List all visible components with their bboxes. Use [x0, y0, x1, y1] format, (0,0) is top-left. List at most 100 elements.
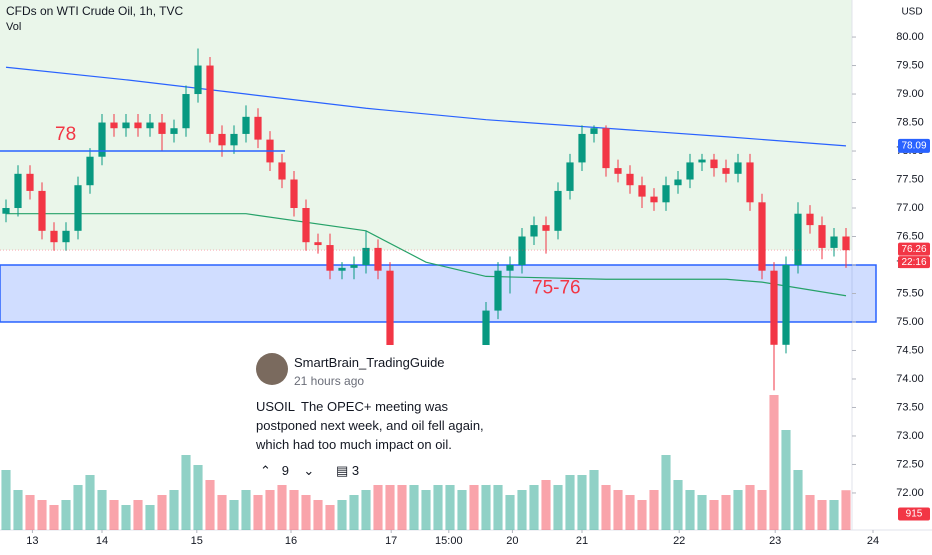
- price-badge-bg: [898, 242, 930, 256]
- candle-body: [722, 168, 730, 174]
- volume-bar: [133, 500, 143, 530]
- candle-body: [278, 162, 286, 180]
- volume-bar: [445, 480, 455, 530]
- volume-bar: [121, 505, 131, 530]
- candle-body: [530, 225, 538, 237]
- volume-bar: [277, 485, 287, 530]
- comment-card[interactable]: SmartBrain_TradingGuide 21 hours ago USO…: [250, 345, 495, 485]
- volume-bar: [505, 495, 515, 530]
- volume-bar: [253, 495, 263, 530]
- volume-bar: [181, 455, 191, 530]
- volume-bar: [841, 490, 851, 530]
- x-tick-label: 21: [576, 535, 588, 547]
- candle-body: [506, 265, 514, 271]
- volume-bar: [577, 475, 587, 530]
- y-tick-label: 72.50: [896, 458, 924, 470]
- volume-bar: [685, 490, 695, 530]
- candle-body: [14, 173, 22, 209]
- countdown-badge-bg: [898, 256, 930, 269]
- candle-body: [158, 122, 166, 134]
- candle-body: [218, 133, 226, 146]
- candle-body: [794, 213, 802, 265]
- candle-body: [230, 133, 238, 146]
- candle-body: [662, 185, 670, 203]
- candle-body: [698, 159, 706, 163]
- volume-bar: [493, 485, 503, 530]
- y-tick-label: 75.50: [896, 287, 924, 299]
- volume-bar: [793, 470, 803, 530]
- zone: [0, 264, 877, 323]
- candle-body: [98, 122, 106, 157]
- candle-body: [338, 267, 346, 271]
- volume-bar: [649, 490, 659, 530]
- volume-bar: [757, 490, 767, 530]
- volume-bar: [637, 500, 647, 530]
- volume-bar: [205, 480, 215, 530]
- candle-body: [710, 159, 718, 169]
- zone-label: 75-76: [532, 278, 581, 299]
- ma-badge-bg: [898, 138, 930, 153]
- candle-body: [170, 128, 178, 134]
- volume-bar: [85, 475, 95, 530]
- candle-body: [314, 242, 322, 246]
- candle-body: [386, 270, 394, 402]
- volume-badge: 915: [906, 509, 923, 520]
- x-tick-label: 15: [191, 535, 203, 547]
- candle-body: [842, 236, 850, 251]
- candle-body: [146, 122, 154, 129]
- volume-bar: [433, 485, 443, 530]
- y-tick-label: 74.50: [896, 344, 924, 356]
- candle-body: [182, 94, 190, 129]
- candle-body: [110, 122, 118, 129]
- avatar: [256, 353, 288, 385]
- volume-bar: [229, 500, 239, 530]
- volume-bar: [697, 495, 707, 530]
- candle-body: [746, 162, 754, 203]
- y-tick-label: 74.00: [896, 373, 924, 385]
- author[interactable]: SmartBrain_TradingGuide: [294, 355, 445, 370]
- candle-body: [194, 65, 202, 95]
- x-tick-label: 15:00: [435, 535, 463, 547]
- volume-bar: [745, 485, 755, 530]
- candle-body: [62, 230, 70, 243]
- volume-bar: [541, 480, 551, 530]
- volume-bar: [61, 500, 71, 530]
- candle-body: [806, 213, 814, 226]
- position-shade: [0, 0, 852, 250]
- volume-bar: [457, 490, 467, 530]
- x-tick-label: 16: [285, 535, 297, 547]
- volume-bar: [73, 485, 83, 530]
- volume-bar: [529, 485, 539, 530]
- candle-body: [542, 225, 550, 231]
- volume-bar: [325, 505, 335, 530]
- candle-body: [2, 208, 10, 214]
- currency[interactable]: USD: [901, 7, 922, 18]
- candle-body: [818, 225, 826, 248]
- volume-bar: [721, 495, 731, 530]
- candle-body: [122, 122, 130, 129]
- y-tick-label: 76.50: [896, 230, 924, 242]
- volume-bar: [193, 465, 203, 530]
- volume-bar: [805, 495, 815, 530]
- candle-body: [626, 173, 634, 186]
- candle-body: [302, 208, 310, 243]
- volume-bar: [409, 485, 419, 530]
- candle-body: [350, 265, 358, 268]
- hline-label: 78: [55, 124, 76, 145]
- volume-bar: [25, 495, 35, 530]
- candle-body: [374, 247, 382, 271]
- volume-bar: [169, 490, 179, 530]
- candle-body: [254, 116, 262, 140]
- replies[interactable]: 3: [351, 463, 360, 478]
- volume-bar: [601, 485, 611, 530]
- y-tick-label: 73.00: [896, 430, 924, 442]
- volume-bar: [673, 480, 683, 530]
- symbol[interactable]: USOIL: [256, 399, 296, 414]
- candle-body: [206, 65, 214, 134]
- volume-bar: [781, 430, 791, 530]
- volume-bar: [517, 490, 527, 530]
- candle-body: [134, 122, 142, 129]
- candle-body: [770, 270, 778, 345]
- volume-bar: [613, 490, 623, 530]
